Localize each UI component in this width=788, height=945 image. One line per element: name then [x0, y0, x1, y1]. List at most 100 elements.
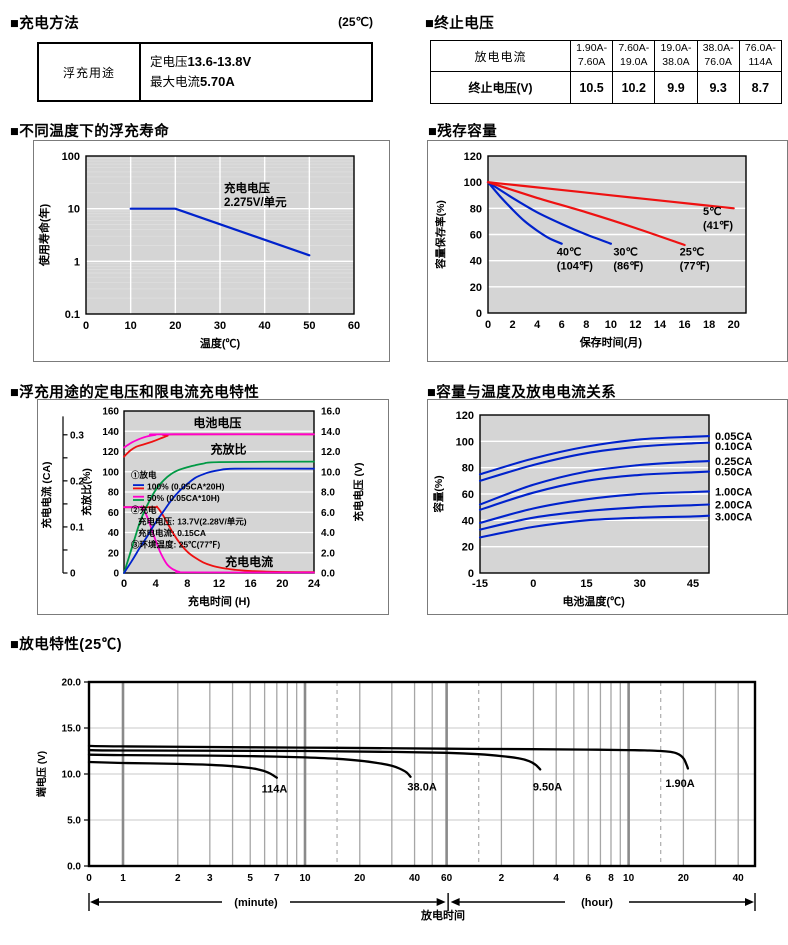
svg-text:0.05CA: 0.05CA — [715, 431, 752, 443]
series-38.0A — [87, 753, 412, 778]
svg-text:38.0A: 38.0A — [407, 782, 436, 794]
svg-text:③环境温度: 25℃(77℉): ③环境温度: 25℃(77℉) — [131, 540, 220, 550]
svg-text:20: 20 — [108, 548, 120, 559]
legend: ①放电 100% (0.05CA*20H)50% (0.05CA*10H) ②充电充… — [131, 470, 247, 550]
svg-text:②充电: ②充电 — [131, 505, 157, 515]
svg-text:14.0: 14.0 — [321, 427, 341, 438]
svg-text:30℃: 30℃ — [613, 246, 638, 258]
cutoff-voltage-value: 10.2 — [612, 71, 656, 104]
svg-text:20: 20 — [169, 320, 181, 332]
svg-text:8.0: 8.0 — [321, 488, 335, 499]
svg-text:10.0: 10.0 — [321, 467, 341, 478]
svg-text:(41℉): (41℉) — [703, 220, 733, 232]
svg-text:0.2: 0.2 — [70, 476, 84, 487]
svg-text:①放电: ①放电 — [131, 470, 157, 480]
svg-text:40: 40 — [409, 873, 421, 884]
series-2.00CA — [478, 503, 711, 531]
axis-labels: 0.0 5.0 10.0 15.0 20.0 0 1 2 3 5 7 10 20 40 60 2 4 6 8 10 20… — [35, 678, 744, 885]
svg-text:30: 30 — [634, 578, 646, 590]
svg-text:5℃: 5℃ — [703, 206, 721, 218]
svg-text:保存时间(月): 保存时间(月) — [579, 335, 643, 349]
svg-text:4: 4 — [534, 319, 541, 331]
series-1.00CA — [478, 490, 711, 525]
svg-text:60: 60 — [108, 508, 120, 519]
svg-text:160: 160 — [102, 407, 119, 418]
svg-text:0: 0 — [485, 319, 491, 331]
cutoff-voltage-value: 9.9 — [654, 71, 698, 104]
svg-text:容量(%): 容量(%) — [432, 475, 445, 513]
series-float-life-2.275V — [129, 207, 311, 257]
svg-text:60: 60 — [462, 489, 474, 501]
svg-text:45: 45 — [687, 578, 699, 590]
svg-text:14: 14 — [654, 319, 667, 331]
series-5C — [486, 181, 735, 210]
cutoff-voltage-value: 9.3 — [696, 71, 740, 104]
svg-text:温度(℃): 温度(℃) — [200, 336, 241, 350]
charging-voltage-label: 定电压 — [150, 54, 188, 69]
svg-text:2: 2 — [175, 873, 181, 884]
series-charge-ratio-100 — [123, 467, 315, 574]
section-title-charging-method: ■充电方法 — [10, 16, 80, 32]
svg-text:充电时间 (H): 充电时间 (H) — [188, 594, 251, 608]
curve-label-40C: 40℃ (104℉) — [557, 246, 593, 272]
svg-text:2: 2 — [499, 873, 505, 884]
svg-text:80: 80 — [108, 488, 120, 499]
svg-text:充电电压 (V): 充电电压 (V) — [352, 463, 365, 522]
section-title-float-life: ■不同温度下的浮充寿命 — [10, 124, 170, 140]
discharge-current-header: 放电电流 — [430, 40, 571, 72]
gridlines — [86, 156, 354, 314]
svg-text:(77℉): (77℉) — [680, 260, 710, 272]
svg-text:100% (0.05CA*20H): 100% (0.05CA*20H) — [147, 482, 225, 492]
svg-text:10: 10 — [68, 204, 80, 216]
svg-text:0: 0 — [83, 320, 89, 332]
svg-text:放电时间: 放电时间 — [420, 908, 465, 922]
svg-text:5.0: 5.0 — [67, 816, 81, 827]
current-range-cell: 7.60A- 19.0A — [612, 40, 656, 72]
svg-text:25℃: 25℃ — [680, 246, 705, 258]
section-title-remaining-capacity: ■残存容量 — [428, 124, 498, 140]
svg-text:0.1: 0.1 — [65, 309, 80, 321]
svg-text:6: 6 — [585, 873, 591, 884]
svg-text:6: 6 — [559, 319, 565, 331]
max-current-label: 最大电流 — [150, 75, 201, 89]
section-title-capacity-temperature: ■容量与温度及放电电流关系 — [427, 385, 617, 401]
svg-text:10: 10 — [125, 320, 137, 332]
svg-text:20: 20 — [276, 578, 288, 590]
svg-text:1: 1 — [74, 256, 80, 268]
svg-text:15: 15 — [580, 578, 592, 590]
svg-text:80: 80 — [470, 203, 482, 215]
svg-text:10.0: 10.0 — [62, 770, 82, 781]
svg-text:1: 1 — [120, 873, 126, 884]
series-charge-current-50 — [123, 505, 315, 574]
svg-text:(86℉): (86℉) — [613, 260, 643, 272]
charging-method-row-label: 浮充用途 — [39, 44, 141, 100]
series-0.50CA — [478, 470, 711, 511]
cutoff-voltage-table: 放电电流 1.90A- 7.60A 7.60A- 19.0A 19.0A- 38.0A… — [430, 40, 783, 104]
svg-text:8: 8 — [608, 873, 614, 884]
svg-text:0: 0 — [113, 569, 119, 580]
series-3.00CA — [478, 514, 711, 539]
svg-text:4: 4 — [553, 873, 559, 884]
svg-text:60: 60 — [470, 230, 482, 242]
gridlines — [124, 430, 314, 554]
series-25C — [486, 181, 686, 247]
charging-method-values: 定电压13.6-13.8V 最大电流5.70A — [141, 44, 371, 100]
svg-text:0.50CA: 0.50CA — [715, 467, 752, 479]
section-title-cutoff-voltage: ■终止电压 — [425, 16, 495, 32]
series-30C — [486, 181, 612, 245]
svg-text:20.0: 20.0 — [62, 678, 82, 689]
current-range-cell: 76.0A- 114A — [738, 40, 783, 72]
svg-text:10: 10 — [299, 873, 311, 884]
axis-labels: 0 20 40 60 80 100 120 140 160 0 4 8 12 16 20 24 充电时间 (H)… — [80, 407, 321, 609]
series-charge-ratio-50 — [123, 460, 315, 574]
svg-text:18: 18 — [703, 319, 715, 331]
svg-text:0: 0 — [468, 568, 474, 580]
charging-voltage-line: 定电压13.6-13.8V — [150, 52, 371, 72]
svg-text:0.25CA: 0.25CA — [715, 456, 752, 468]
svg-text:充电电流: 充电电流 — [225, 554, 273, 569]
svg-text:7: 7 — [274, 873, 280, 884]
svg-text:9.50A: 9.50A — [533, 782, 562, 794]
